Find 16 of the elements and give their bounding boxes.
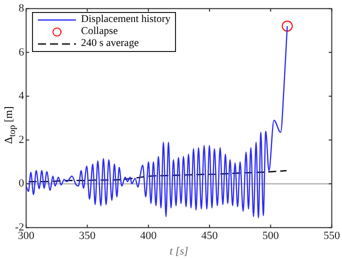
y-tick-label: 8 [18, 2, 25, 14]
legend-label: Displacement history [81, 14, 171, 26]
x-tick-label: 300 [18, 230, 35, 242]
y-tick-label: 2 [18, 134, 24, 146]
y-tick-label: 6 [18, 46, 25, 58]
x-tick-label: 550 [324, 230, 340, 242]
x-tick-label: 400 [140, 230, 158, 242]
x-tick-label: 500 [262, 230, 280, 242]
x-tick-label: 350 [79, 230, 96, 242]
y-tick-label: 4 [18, 90, 25, 102]
x-tick-label: 450 [201, 230, 218, 242]
legend-label: 240 s average [81, 38, 139, 50]
y-tick-label: 0 [18, 178, 25, 190]
legend-label: Collapse [81, 26, 118, 38]
x-axis-title: t [s] [170, 245, 188, 258]
line-series [28, 170, 288, 182]
